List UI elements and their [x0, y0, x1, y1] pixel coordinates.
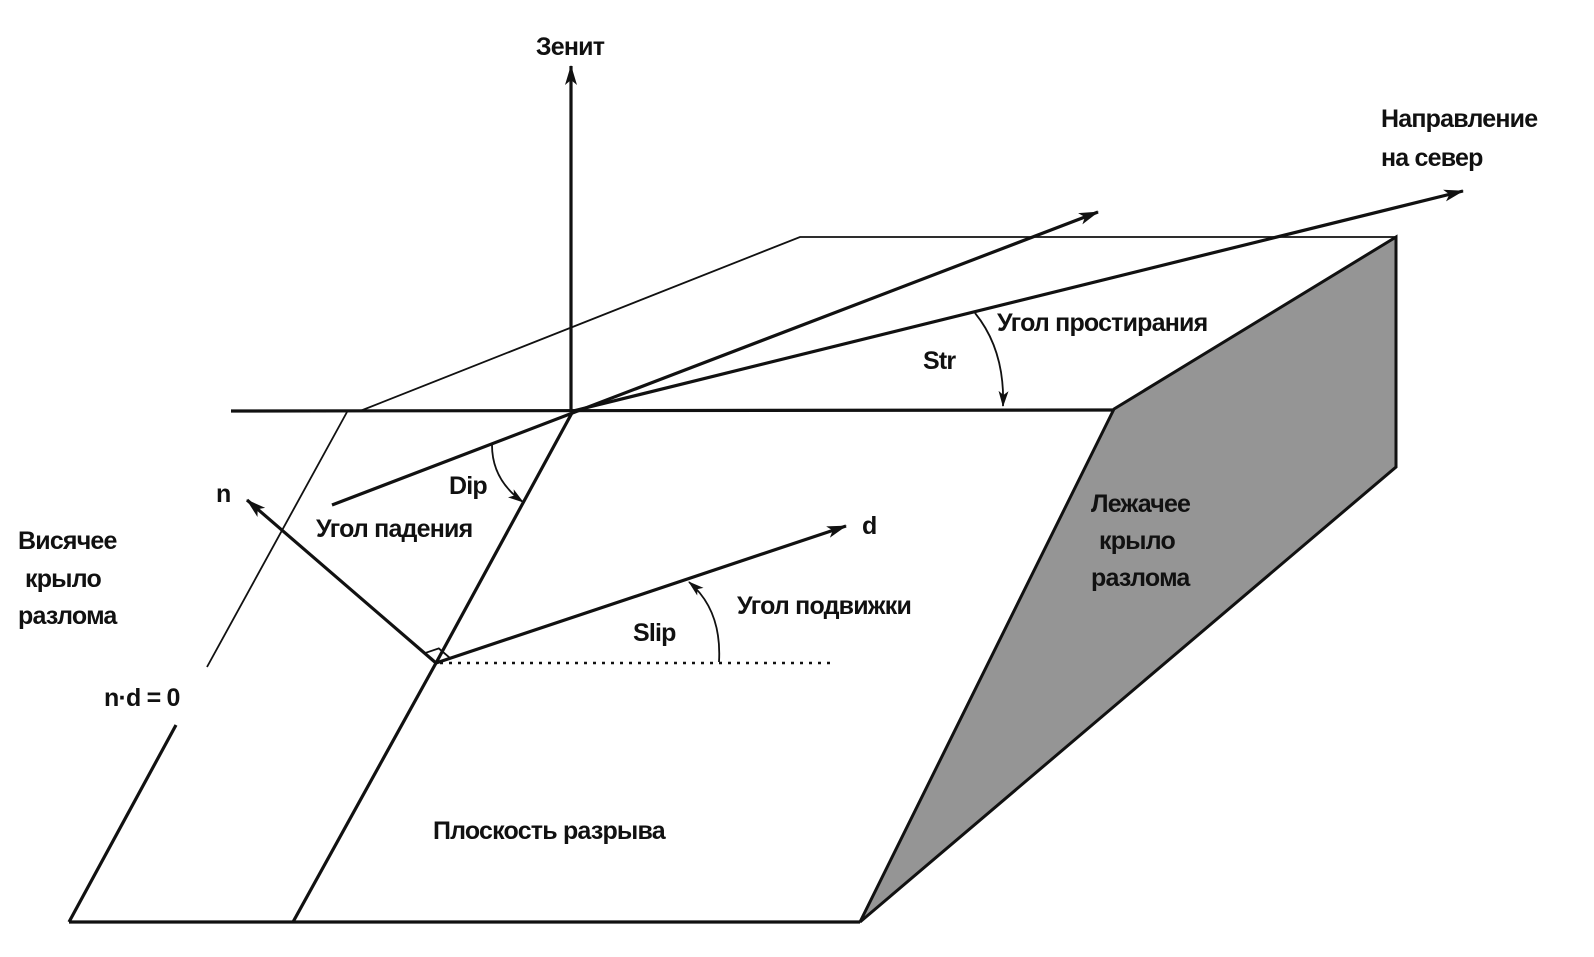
north-label-line1: Направление [1381, 105, 1538, 133]
strike-symbol: Str [923, 347, 956, 375]
footwall-label-line2: крыло [1099, 527, 1175, 555]
zenith-label: Зенит [536, 33, 605, 61]
rake-angle-arc [688, 581, 721, 663]
normal-vector-label: n [216, 480, 230, 508]
hanging-wall-label-line2: крыло [25, 565, 101, 593]
right-angle-marker [424, 647, 451, 659]
rake-angle-label: Угол подвижки [737, 592, 911, 620]
strike-angle-label: Угол простирания [997, 309, 1207, 337]
fault-plane-label: Плоскость разрыва [433, 817, 667, 845]
fault-trace [434, 410, 575, 664]
hanging-wall-label-line3: разлома [18, 602, 118, 630]
orthogonality-label: n·d = 0 [104, 684, 180, 712]
strike-line [230, 408, 1115, 413]
slip-vector-arrow [435, 524, 847, 665]
north-arrow [572, 189, 1464, 413]
dip-symbol: Dip [449, 472, 487, 500]
back-top-edge [359, 236, 1396, 412]
rake-symbol: Slip [633, 619, 676, 647]
footwall-face [858, 234, 1398, 924]
hanging-wall-edge [206, 411, 348, 668]
dip-angle-arc [491, 444, 524, 503]
footwall-label-line3: разлома [1091, 564, 1191, 592]
slip-vector-label: d [862, 512, 876, 540]
north-label-line2: на север [1381, 144, 1483, 172]
hanging-wall-edge-lower [67, 724, 178, 923]
fault-plane-edge [291, 662, 438, 923]
normal-vector-arrow [245, 498, 438, 665]
dip-angle-label: Угол падения [316, 515, 472, 543]
dip-reference-arrow [331, 210, 1099, 507]
hanging-wall-label-line1: Висячее [18, 527, 118, 555]
strike-angle-arc [974, 312, 1009, 407]
footwall-label-line1: Лежачее [1091, 490, 1191, 518]
